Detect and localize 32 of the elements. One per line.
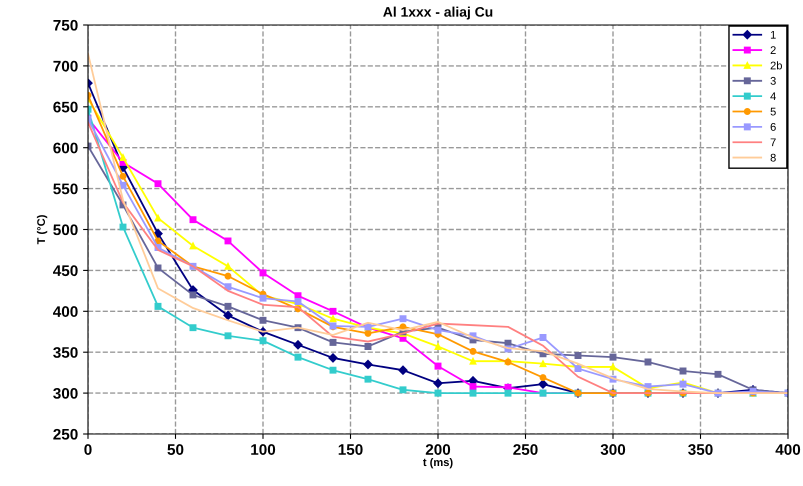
x-tick-label: 300 xyxy=(600,444,626,455)
y-tick-label: 650 xyxy=(53,102,78,112)
legend-label: 2b xyxy=(770,61,782,70)
legend-label: 5 xyxy=(770,108,776,116)
y-tick-label: 500 xyxy=(53,224,78,236)
legend-label: 1 xyxy=(770,30,776,39)
x-tick-label: 250 xyxy=(513,444,538,455)
y-tick-label: 750 xyxy=(53,20,78,31)
y-tick-label: 550 xyxy=(53,183,78,194)
x-tick-label: 350 xyxy=(688,444,713,455)
x-tick-label: 150 xyxy=(338,444,363,455)
y-tick-label: 250 xyxy=(53,428,78,440)
legend-label: 8 xyxy=(770,154,776,162)
x-tick-label: 0 xyxy=(84,444,92,455)
y-axis-title: T (°C) xyxy=(36,215,48,244)
y-tick-label: 350 xyxy=(53,347,78,358)
y-tick-label: 300 xyxy=(53,388,78,399)
x-tick-label: 400 xyxy=(775,444,800,455)
y-tick-label: 700 xyxy=(53,60,78,72)
legend-label: 4 xyxy=(770,92,776,100)
x-axis-title: t (ms) xyxy=(423,458,453,468)
x-tick-label: 200 xyxy=(426,444,450,455)
legend-label: 6 xyxy=(770,122,776,131)
y-tick-label: 600 xyxy=(53,142,78,154)
y-tick-label: 450 xyxy=(53,265,78,276)
legend-label: 7 xyxy=(770,138,776,146)
x-tick-label: 100 xyxy=(251,444,276,455)
chart-title: Al 1xxx - aliaj Cu xyxy=(383,6,492,20)
legend-label: 3 xyxy=(770,76,776,85)
legend-label: 2 xyxy=(770,46,776,54)
x-tick-label: 50 xyxy=(167,444,184,455)
y-tick-label: 400 xyxy=(53,306,78,317)
